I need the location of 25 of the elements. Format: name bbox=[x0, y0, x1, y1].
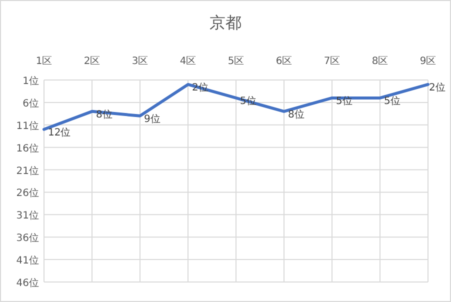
x-tick-label: 1区 bbox=[36, 56, 52, 67]
x-tick-label: 7区 bbox=[324, 56, 340, 67]
data-label: 5位 bbox=[384, 94, 400, 107]
x-tick-label: 8区 bbox=[372, 56, 388, 67]
y-tick-label: 21位 bbox=[16, 164, 39, 177]
x-tick-label: 6区 bbox=[276, 56, 292, 67]
x-tick-label: 2区 bbox=[84, 56, 100, 67]
y-tick-label: 11位 bbox=[16, 120, 39, 132]
x-tick-label: 4区 bbox=[180, 56, 196, 67]
data-label: 2位 bbox=[429, 81, 446, 94]
x-tick-label: 9区 bbox=[420, 56, 436, 67]
y-tick-label: 46位 bbox=[16, 277, 39, 289]
x-tick-label: 3区 bbox=[132, 56, 148, 67]
y-tick-label: 16位 bbox=[16, 142, 39, 154]
y-tick-label: 26位 bbox=[16, 187, 39, 200]
data-label: 8位 bbox=[288, 108, 304, 120]
data-label: 12位 bbox=[48, 126, 71, 138]
y-tick-label: 31位 bbox=[16, 210, 39, 222]
x-tick-label: 5区 bbox=[228, 56, 244, 67]
y-tick-label: 6位 bbox=[22, 97, 39, 110]
data-label: 9位 bbox=[144, 112, 160, 125]
y-tick-label: 1位 bbox=[22, 75, 39, 87]
y-tick-label: 41位 bbox=[16, 254, 39, 267]
chart-title: 京都 bbox=[210, 13, 242, 32]
y-tick-label: 36位 bbox=[16, 232, 39, 244]
